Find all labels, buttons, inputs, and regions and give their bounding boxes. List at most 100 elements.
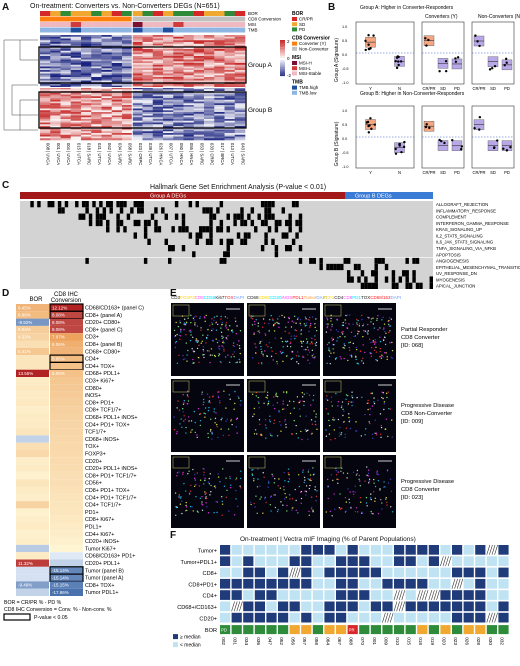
f-sample-id: 015	[406, 637, 412, 645]
cell-dot	[214, 417, 217, 420]
cell-dot	[367, 475, 370, 477]
heatmap-cell	[111, 131, 123, 134]
inset-box	[172, 304, 190, 317]
heatmap-cell	[50, 61, 61, 64]
f-cell	[486, 612, 497, 623]
f-bor-cell	[498, 625, 509, 635]
heatmap-cell	[152, 42, 164, 45]
cell-dot	[276, 402, 279, 404]
annotation-cell	[91, 11, 102, 16]
annotation-cell	[132, 16, 143, 22]
heatmap-cell	[132, 122, 143, 125]
heatmap-cell	[50, 98, 61, 101]
heatmap-cell	[122, 40, 133, 43]
f-cell	[266, 612, 277, 623]
cell-dot	[273, 323, 276, 326]
heatmap-cell	[183, 119, 195, 122]
bor-cell	[16, 457, 49, 465]
heatmap-cell	[163, 115, 174, 118]
heatmap-cell	[183, 103, 195, 106]
enrichment-cell	[374, 282, 378, 289]
bor-cell	[16, 355, 49, 363]
pathway-label: EPITHELIAL_MESENCHYMAL_TRANSITION	[436, 265, 520, 270]
enrichment-cell	[154, 226, 158, 233]
heatmap-cell	[70, 120, 82, 123]
heatmap-cell	[70, 50, 82, 53]
cell-dot	[385, 496, 387, 499]
cell-dot	[251, 393, 254, 395]
heatmap-cell	[142, 122, 154, 125]
heatmap-cell	[70, 113, 82, 116]
b-xtick: CR/PR	[472, 86, 485, 91]
cell-dot	[355, 430, 357, 432]
mif-image	[323, 379, 396, 452]
b-ytick: -1.0	[342, 81, 349, 85]
heatmap-cell	[101, 126, 113, 129]
cell-dot	[225, 477, 227, 479]
f-bor-cell	[452, 625, 463, 635]
heatmap-cell	[132, 84, 143, 87]
heatmap-cell	[193, 49, 205, 52]
conv-cell	[50, 420, 83, 429]
bor-cell	[16, 559, 49, 567]
cell-dot	[176, 333, 178, 336]
cell-dot	[289, 498, 291, 500]
cell-dot	[333, 352, 335, 354]
annotation-cell	[40, 16, 51, 22]
heatmap-cell	[101, 61, 113, 64]
annotation-cell	[214, 11, 225, 16]
f-hatch	[398, 590, 403, 600]
b-point	[369, 47, 372, 50]
f-cell	[289, 601, 300, 612]
heatmap-cell	[234, 92, 246, 95]
cell-dot	[257, 322, 260, 324]
heatmap-cell	[204, 43, 215, 46]
heatmap-cell	[81, 98, 92, 101]
annotation-cell	[81, 22, 92, 27]
cell-dot	[190, 429, 193, 431]
enrichment-cell	[164, 213, 168, 220]
heatmap-cell	[81, 52, 92, 55]
heatmap-cell	[214, 120, 225, 123]
enrichment-cell	[161, 207, 165, 214]
conv-cell	[50, 311, 83, 319]
sample-label: 053 | SARC	[199, 143, 204, 165]
b-point	[400, 150, 403, 154]
heatmap-cell	[234, 126, 246, 129]
heatmap-cell	[40, 50, 51, 53]
channel-name: Ki67	[215, 295, 225, 300]
heatmap-cell	[91, 92, 102, 95]
cell-dot	[269, 504, 272, 506]
enrichment-cell	[236, 232, 241, 239]
heatmap-cell	[142, 80, 154, 83]
cell-dot	[335, 329, 338, 331]
cell-dot	[208, 401, 210, 403]
heatmap-cell	[40, 59, 51, 62]
f-cell	[336, 590, 347, 600]
cell-dot	[379, 356, 381, 358]
heatmap-cell	[183, 77, 195, 80]
enrichment-cell	[250, 219, 255, 227]
cell-dot	[370, 355, 373, 357]
cell-dot	[310, 508, 313, 510]
heatmap-cell	[60, 38, 72, 41]
cell-dot	[305, 318, 307, 320]
cell-dot	[350, 331, 353, 334]
heatmap-cell	[214, 63, 225, 66]
f-cell	[428, 601, 439, 612]
f-sample-id: 034	[243, 637, 249, 645]
heatmap-cell	[132, 129, 143, 132]
conv-cell	[50, 355, 83, 363]
cell-dot	[342, 408, 344, 411]
heatmap-cell	[70, 71, 82, 74]
heatmap-cell	[173, 105, 184, 108]
heatmap-cell	[173, 113, 184, 116]
heatmap-cell	[81, 108, 92, 111]
cell-dot	[383, 327, 385, 329]
heatmap-cell	[152, 47, 164, 50]
heatmap-cell	[122, 108, 133, 111]
heatmap-cell	[224, 64, 236, 67]
heatmap-cell	[122, 129, 133, 132]
scale-step	[280, 54, 285, 57]
cell-dot	[312, 356, 314, 359]
